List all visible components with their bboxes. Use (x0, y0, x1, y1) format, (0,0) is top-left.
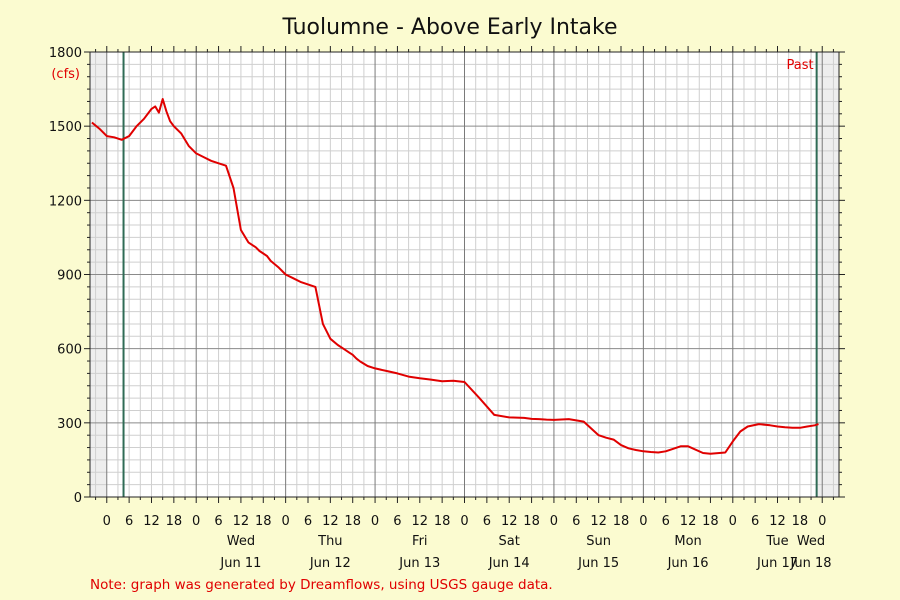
footnote: Note: graph was generated by Dreamflows,… (90, 577, 553, 593)
x-hour-label: 6 (662, 514, 670, 529)
x-hour-label: 18 (344, 514, 361, 529)
y-axis-unit: (cfs) (51, 67, 80, 82)
day-date-label: Jun 11 (219, 556, 261, 571)
x-hour-label: 0 (639, 514, 647, 529)
y-tick-label: 900 (57, 269, 82, 284)
x-hour-label: 12 (590, 514, 607, 529)
x-hour-label: 6 (572, 514, 580, 529)
x-hour-label: 18 (792, 514, 809, 529)
day-weekday-label: Wed (227, 534, 255, 549)
x-hour-label: 6 (393, 514, 401, 529)
x-hour-label: 12 (322, 514, 339, 529)
x-hour-label: 18 (702, 514, 719, 529)
x-hour-label: 18 (166, 514, 183, 529)
day-weekday-label: Mon (674, 534, 701, 549)
x-hour-label: 6 (304, 514, 312, 529)
day-weekday-label: Tue (765, 534, 788, 549)
day-weekday-label: Wed (797, 534, 825, 549)
x-hour-label: 0 (550, 514, 558, 529)
x-hour-label: 18 (523, 514, 540, 529)
x-hour-label: 0 (460, 514, 468, 529)
x-hour-label: 18 (434, 514, 451, 529)
day-weekday-label: Sat (499, 534, 520, 549)
x-hour-label: 6 (751, 514, 759, 529)
x-hour-label: 0 (818, 514, 826, 529)
x-hour-label: 12 (501, 514, 518, 529)
day-date-label: Jun 14 (488, 556, 530, 571)
y-tick-label: 300 (57, 417, 82, 432)
day-date-label: Jun 18 (790, 556, 832, 571)
day-date-label: Jun 12 (309, 556, 351, 571)
y-tick-label: 1200 (49, 194, 82, 209)
x-hour-label: 12 (412, 514, 429, 529)
chart-title: Tuolumne - Above Early Intake (282, 15, 618, 40)
x-hour-label: 12 (769, 514, 786, 529)
past-label: Past (787, 58, 814, 73)
day-date-label: Jun 15 (577, 556, 619, 571)
day-weekday-label: Thu (317, 534, 342, 549)
y-tick-label: 1500 (49, 120, 82, 135)
y-tick-label: 1800 (49, 46, 82, 61)
day-weekday-label: Fri (412, 534, 428, 549)
x-hour-label: 0 (371, 514, 379, 529)
y-tick-label: 600 (57, 343, 82, 358)
x-hour-label: 0 (192, 514, 200, 529)
x-hour-label: 6 (214, 514, 222, 529)
x-hour-label: 12 (233, 514, 250, 529)
x-hour-label: 0 (729, 514, 737, 529)
y-tick-label: 0 (74, 491, 82, 506)
x-hour-label: 0 (103, 514, 111, 529)
series-line-flow (91, 98, 819, 455)
day-date-label: Jun 16 (667, 556, 709, 571)
x-hour-label: 12 (143, 514, 160, 529)
x-hour-label: 18 (255, 514, 272, 529)
x-hour-label: 18 (613, 514, 630, 529)
day-date-label: Jun 13 (398, 556, 440, 571)
day-date-label: Jun 17 (756, 556, 798, 571)
x-hour-label: 0 (281, 514, 289, 529)
x-hour-label: 6 (483, 514, 491, 529)
day-weekday-label: Sun (586, 534, 611, 549)
x-hour-label: 6 (125, 514, 133, 529)
x-hour-label: 12 (680, 514, 697, 529)
